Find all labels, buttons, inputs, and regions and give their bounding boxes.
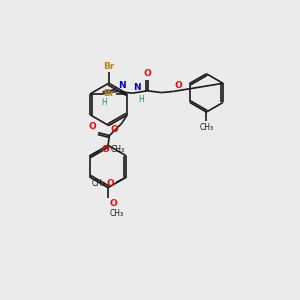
Text: CH₃: CH₃ [200,123,214,132]
Text: CH₃: CH₃ [109,209,123,218]
Text: O: O [107,179,115,188]
Text: O: O [101,145,109,154]
Text: O: O [109,200,117,208]
Text: CH₃: CH₃ [110,145,124,154]
Text: Br: Br [103,89,115,98]
Text: CH₃: CH₃ [92,179,106,188]
Text: O: O [89,122,97,131]
Text: H: H [139,95,145,104]
Text: O: O [111,125,118,134]
Text: O: O [144,69,152,78]
Text: O: O [175,81,182,90]
Text: H: H [101,98,106,106]
Text: N: N [133,83,141,92]
Text: N: N [118,81,126,90]
Text: Br: Br [103,62,115,71]
